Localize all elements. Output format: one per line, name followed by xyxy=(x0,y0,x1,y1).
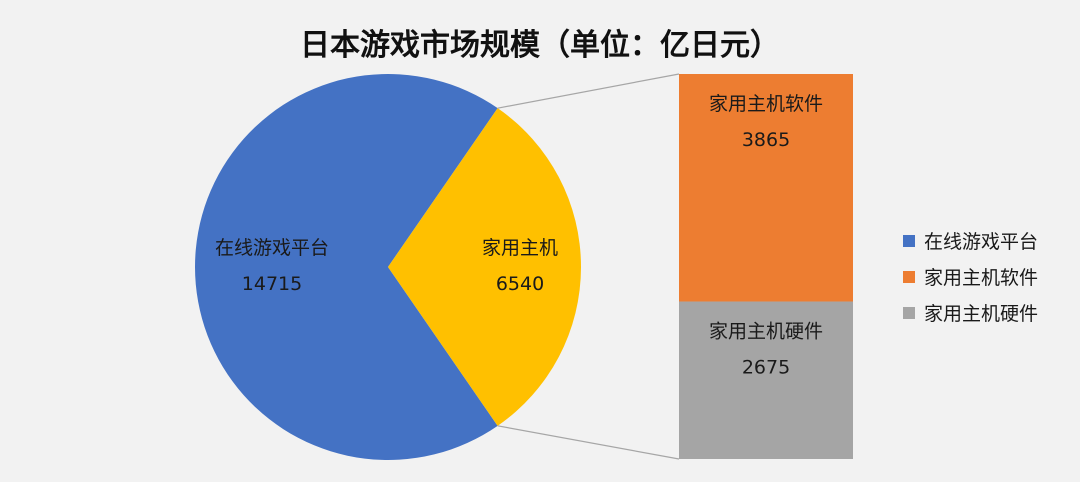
legend-swatch-2 xyxy=(903,271,915,283)
connector-line-bottom xyxy=(497,425,680,460)
connector-lines xyxy=(497,73,680,460)
pie-slice-value-2: 6540 xyxy=(496,273,544,295)
pie: 在线游戏平台 14715 家用主机 6540 xyxy=(194,73,581,461)
bar-segment-2 xyxy=(679,301,853,459)
legend-label-3: 家用主机硬件 xyxy=(924,303,1038,325)
legend-swatch-3 xyxy=(903,307,915,319)
legend-swatch-1 xyxy=(903,235,915,247)
bar-segment-value-2: 2675 xyxy=(742,357,790,379)
bar-segment-label-2: 家用主机硬件 xyxy=(709,321,823,343)
pie-slice-label-2: 家用主机 xyxy=(482,237,558,259)
bar-segment-value-1: 3865 xyxy=(742,129,790,151)
bar-segment-1 xyxy=(679,74,853,302)
legend-label-1: 在线游戏平台 xyxy=(924,231,1038,253)
pie-slice-2 xyxy=(388,108,581,426)
connector-line-top xyxy=(497,73,680,109)
legend-label-2: 家用主机软件 xyxy=(924,267,1038,289)
chart-title: 日本游戏市场规模（单位：亿日元） xyxy=(300,28,780,63)
pie-slice-label-1: 在线游戏平台 xyxy=(215,237,329,259)
breakdown-bar: 家用主机软件 3865 家用主机硬件 2675 xyxy=(679,74,853,459)
bar-segment-label-1: 家用主机软件 xyxy=(709,93,823,115)
pie-slice-value-1: 14715 xyxy=(242,273,302,295)
pie-slice-1 xyxy=(194,73,498,461)
